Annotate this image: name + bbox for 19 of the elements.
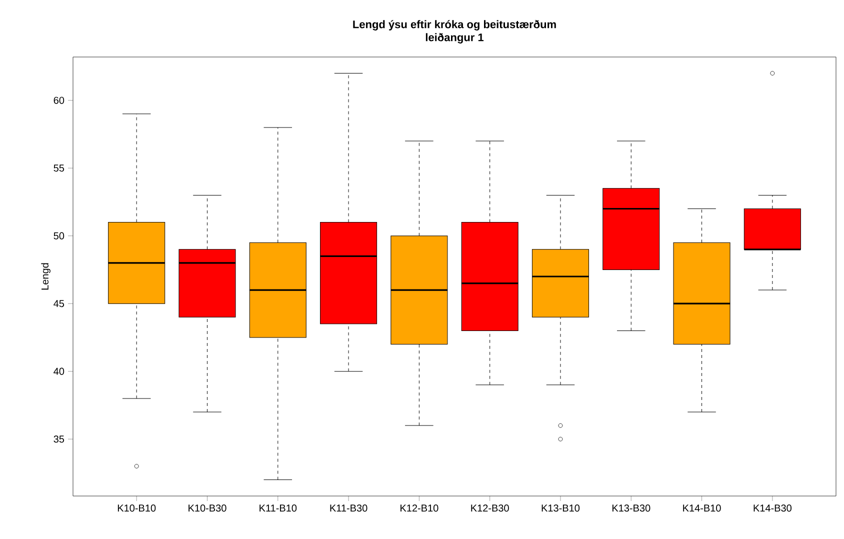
y-axis-title: Lengd — [41, 263, 50, 290]
y-tick-label: 50 — [54, 232, 64, 240]
x-tick-label: K14-B30 — [754, 504, 792, 512]
x-tick-label: K14-B10 — [683, 504, 721, 512]
x-tick-label: K13-B10 — [542, 504, 580, 512]
x-tick-label: K12-B30 — [471, 504, 509, 512]
chart-subtitle: leiðangur 1 — [426, 33, 484, 44]
y-tick-label: 45 — [54, 300, 64, 308]
y-tick-label: 40 — [54, 368, 64, 375]
x-tick-label: K11-B10 — [260, 504, 297, 512]
x-tick-label: K12-B10 — [400, 504, 438, 512]
x-tick-label: K10-B30 — [188, 504, 226, 512]
x-tick-label: K10-B10 — [118, 504, 156, 512]
y-tick-label: 55 — [54, 164, 64, 172]
y-tick-label: 60 — [54, 96, 64, 104]
y-tick-label: 35 — [54, 436, 64, 443]
x-tick-label: K13-B30 — [612, 504, 650, 512]
x-tick-label: K11-B30 — [330, 504, 368, 512]
chart-title: Lengd ýsu eftir króka og beitustærðum — [353, 20, 556, 30]
